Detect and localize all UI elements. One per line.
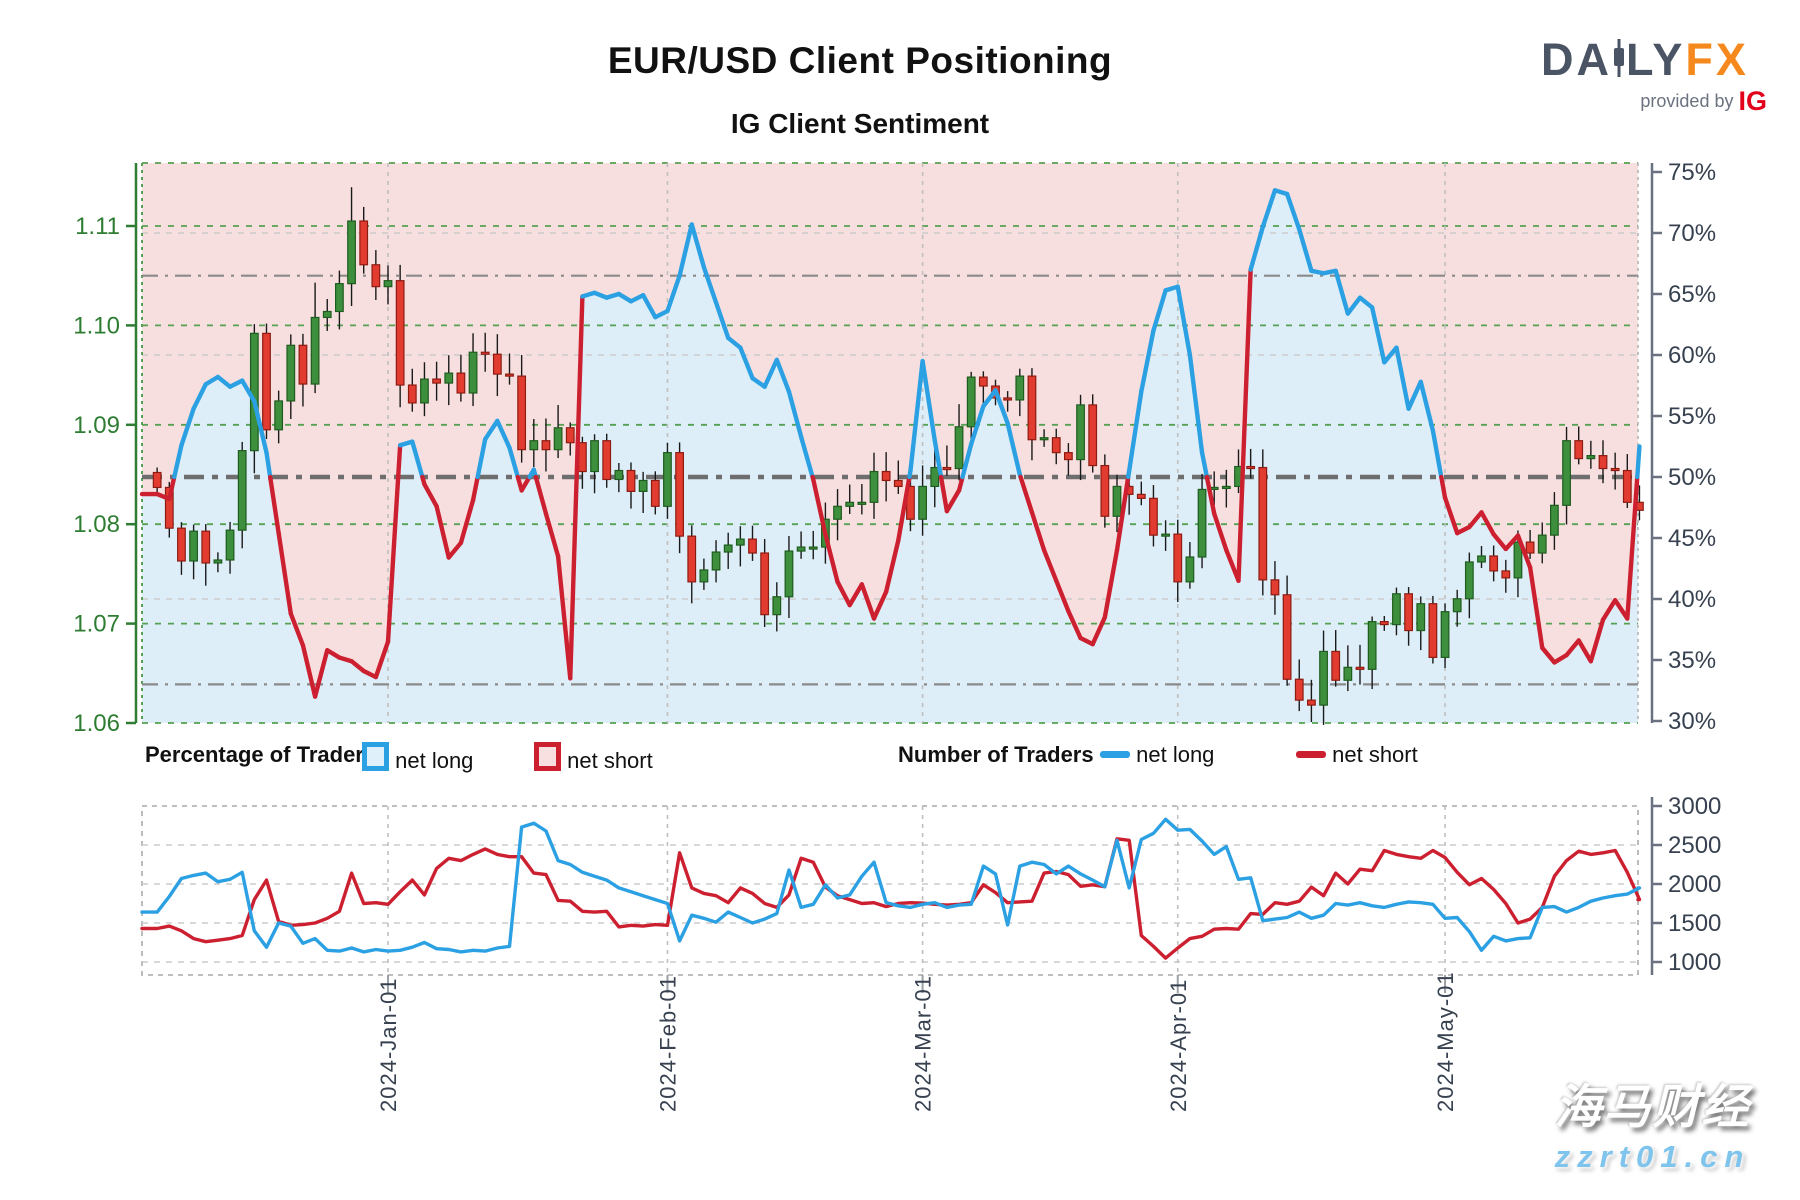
legend-num-header: Number of Traders: [898, 742, 1094, 767]
price-axis: 1.11 1.10 1.09 1.08 1.07 1.06: [73, 163, 138, 737]
net-long-count-label: net long: [1136, 742, 1215, 767]
candlestick-icon: [1612, 34, 1626, 85]
svg-text:1.08: 1.08: [73, 511, 120, 538]
date-axis: 2024-Jan-01 2024-Feb-01 2024-Mar-01 2024-Ap…: [376, 971, 1458, 1112]
svg-text:1.11: 1.11: [75, 213, 120, 240]
svg-text:1000: 1000: [1668, 949, 1721, 976]
svg-text:2024-Mar-01: 2024-Mar-01: [911, 975, 936, 1112]
svg-text:2500: 2500: [1668, 832, 1721, 859]
legend-pct-header: Percentage of Traders: [145, 742, 377, 767]
svg-text:2024-Apr-01: 2024-Apr-01: [1166, 979, 1191, 1112]
svg-text:1.07: 1.07: [73, 611, 120, 638]
net-short-count-swatch: [1296, 751, 1326, 758]
net-short-count-line: [140, 837, 1642, 960]
net-short-count-label: net short: [1332, 742, 1418, 767]
legend-pct-net-long: net long: [362, 742, 473, 774]
page-title: EUR/USD Client Positioning: [607, 40, 1113, 81]
net-long-pct-swatch: [362, 742, 389, 771]
svg-text:35%: 35%: [1668, 647, 1716, 674]
dailyfx-logo: DA LYFX provided by IG: [1495, 36, 1795, 117]
sentiment-price-chart: 1.11 1.10 1.09 1.08 1.07 1.06 75% 70% 65% 60% 55% 5…: [73, 159, 1716, 737]
net-long-count-line: [140, 817, 1642, 954]
watermark-line1: 海马财经: [1554, 1080, 1751, 1133]
svg-text:45%: 45%: [1668, 525, 1716, 552]
watermark: 海马财经 zzrt01.cn: [1510, 1068, 1795, 1175]
count-axis: 3000 2500 2000 1500 1000: [1650, 793, 1721, 976]
svg-text:2000: 2000: [1668, 871, 1721, 898]
traders-count-chart: 3000 2500 2000 1500 1000: [140, 793, 1721, 976]
svg-text:75%: 75%: [1668, 159, 1716, 186]
logo-da: DA: [1541, 34, 1613, 85]
svg-text:1500: 1500: [1668, 910, 1721, 937]
legend-pct-net-short: net short: [534, 742, 653, 774]
legend-num-net-long: net long: [1100, 742, 1214, 768]
watermark-line2: zzrt01.cn: [1554, 1139, 1751, 1174]
legend-num-net-short: net short: [1296, 742, 1418, 768]
svg-text:40%: 40%: [1668, 586, 1716, 613]
dailyfx-logo-text: DA LYFX: [1495, 36, 1795, 84]
net-short-pct-swatch: [534, 742, 561, 771]
svg-text:50%: 50%: [1668, 464, 1716, 491]
svg-text:2024-Jan-01: 2024-Jan-01: [376, 977, 401, 1112]
svg-text:3000: 3000: [1668, 793, 1721, 820]
svg-text:70%: 70%: [1668, 220, 1716, 247]
svg-text:2024-May-01: 2024-May-01: [1433, 971, 1458, 1112]
svg-text:2024-Feb-01: 2024-Feb-01: [655, 975, 680, 1112]
svg-text:60%: 60%: [1668, 342, 1716, 369]
svg-text:30%: 30%: [1668, 708, 1716, 735]
svg-text:1.06: 1.06: [73, 710, 120, 737]
svg-text:1.10: 1.10: [73, 312, 120, 339]
net-long-count-swatch: [1100, 751, 1130, 758]
net-short-label: net short: [567, 748, 653, 773]
logo-fx: FX: [1685, 34, 1749, 85]
sentiment-line: [139, 188, 1642, 699]
net-long-label: net long: [395, 748, 474, 773]
svg-text:55%: 55%: [1668, 403, 1716, 430]
ig-logo: IG: [1738, 86, 1767, 116]
percent-axis: 75% 70% 65% 60% 55% 50% 45% 40% 35% 30%: [1650, 159, 1716, 735]
svg-text:1.09: 1.09: [73, 412, 120, 439]
svg-text:65%: 65%: [1668, 281, 1716, 308]
logo-tagline-text: provided by: [1640, 91, 1734, 111]
logo-tagline: provided by IG: [1495, 86, 1795, 117]
legend: Percentage of Traders net long net short…: [0, 742, 1800, 782]
logo-ly: LY: [1626, 34, 1686, 85]
chart-subtitle: IG Client Sentiment: [730, 108, 990, 139]
candles: [152, 187, 1644, 725]
